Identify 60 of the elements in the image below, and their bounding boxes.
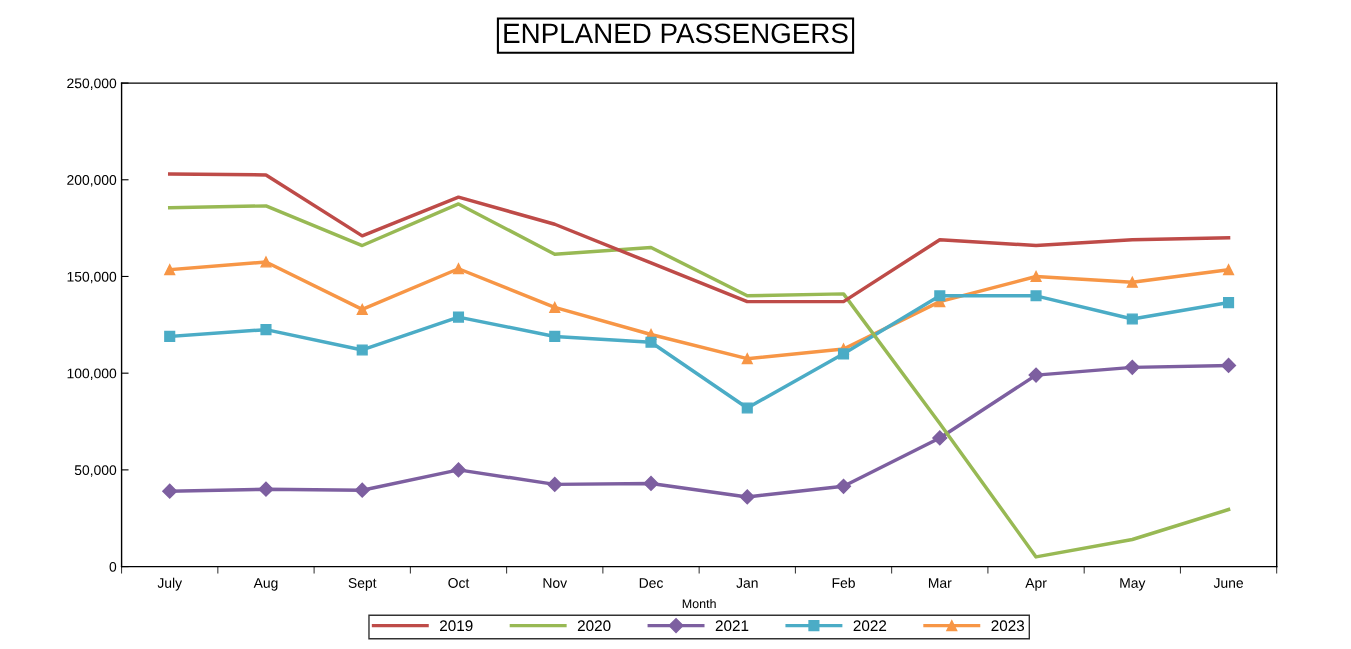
point (837, 348, 850, 360)
x-tick-label: July (157, 577, 183, 591)
y-tick-label: 100,000 (67, 368, 117, 380)
x-tick-label: May (1120, 578, 1146, 591)
point (835, 478, 852, 494)
point (1220, 357, 1237, 374)
point (1124, 359, 1140, 375)
point (450, 462, 467, 478)
legend-label: 2020 (577, 620, 611, 632)
chart-title: ENPLANED PASSENGERS (504, 23, 848, 44)
legend-label: 2022 (853, 620, 887, 632)
point (260, 324, 272, 336)
point (741, 402, 753, 414)
point (452, 311, 465, 323)
x-axis-title: Month (682, 598, 716, 609)
point (1126, 276, 1138, 288)
point (549, 330, 561, 342)
y-tick-label: 250,000 (67, 78, 117, 90)
point (162, 483, 178, 499)
y-tick-label: 50,000 (74, 465, 117, 477)
line-series (167, 202, 1231, 559)
point (258, 481, 274, 497)
x-tick-label: Sept (348, 578, 377, 591)
point (741, 353, 753, 365)
y-tick-label: 150,000 (67, 271, 117, 284)
y-tick-label: 0 (109, 561, 117, 572)
point (1030, 270, 1042, 283)
point (260, 256, 272, 268)
point (934, 290, 946, 302)
point (452, 263, 465, 275)
point (1126, 313, 1138, 325)
point (354, 482, 370, 498)
legend-label: 2019 (440, 620, 473, 632)
x-tick-label: Jan (736, 578, 758, 588)
point (547, 476, 563, 492)
y-tick-label: 200,000 (67, 175, 117, 187)
point (643, 475, 659, 491)
point (1028, 367, 1044, 383)
line-series (167, 172, 1231, 304)
x-tick-label: Aug (253, 578, 278, 591)
point (1223, 264, 1235, 276)
x-tick-label: Mar (928, 578, 952, 588)
point (739, 489, 755, 505)
legend-label: 2023 (991, 620, 1025, 632)
x-tick-label: Nov (543, 578, 568, 588)
point (356, 303, 368, 315)
x-tick-label: Dec (639, 578, 663, 588)
x-tick-label: Oct (448, 578, 470, 588)
x-tick-label: June (1213, 578, 1244, 588)
x-tick-label: Feb (832, 577, 855, 588)
point (549, 301, 561, 313)
point (164, 330, 176, 342)
legend-label: 2021 (715, 620, 749, 632)
point (356, 344, 368, 356)
point (1223, 297, 1235, 309)
point (932, 430, 948, 446)
x-tick-label: Apr (1025, 578, 1047, 591)
point (645, 336, 657, 348)
point (164, 264, 176, 276)
point (1030, 290, 1042, 302)
